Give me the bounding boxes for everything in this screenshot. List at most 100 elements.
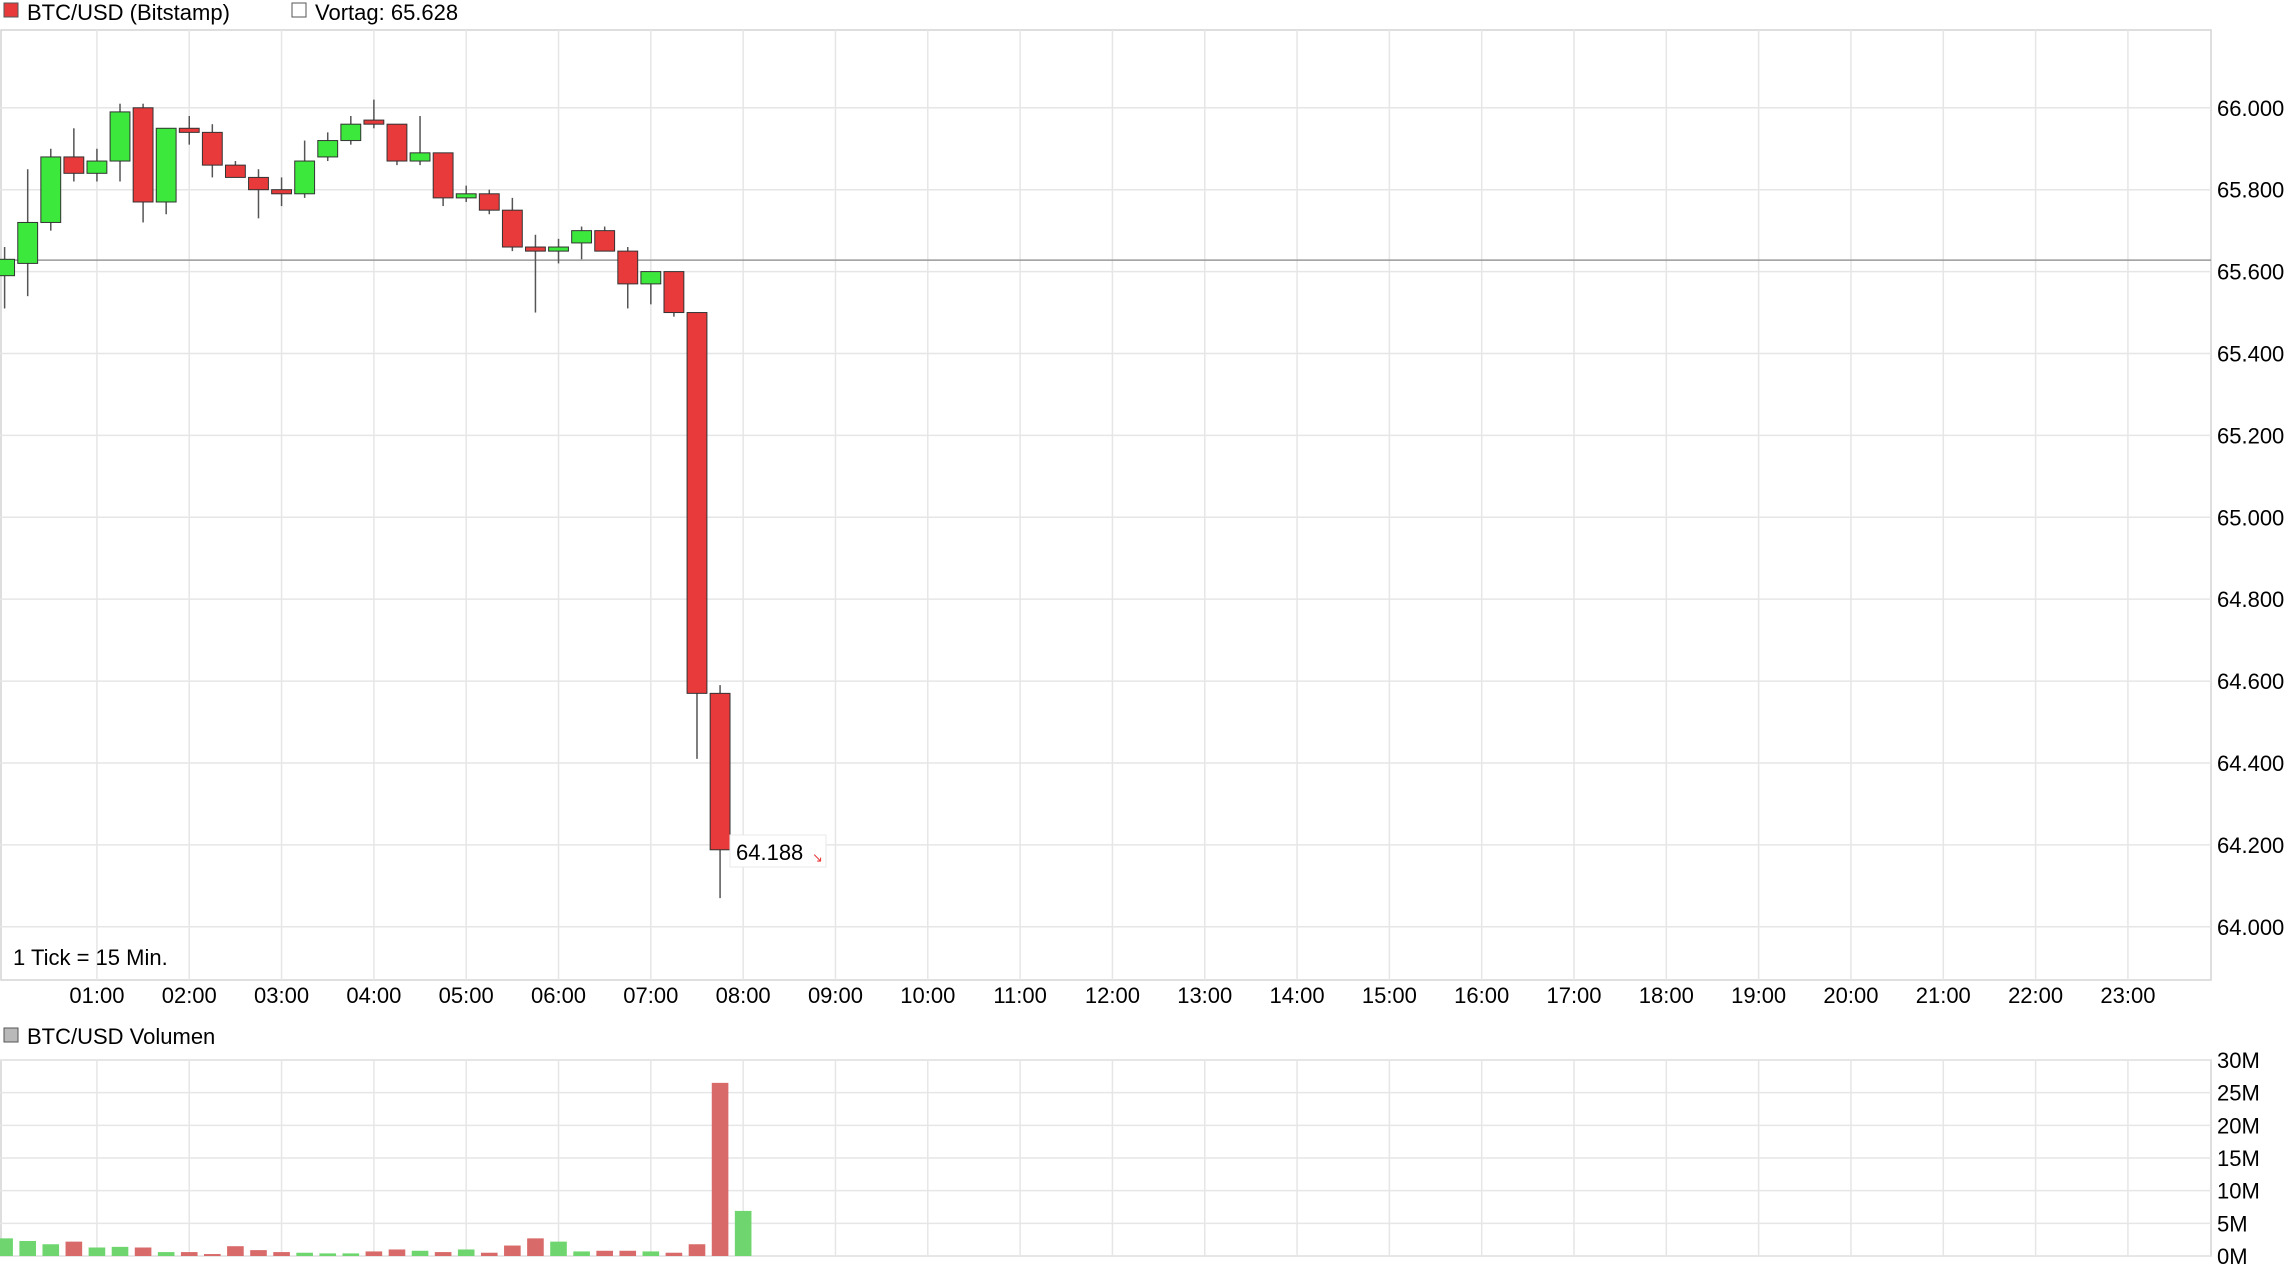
volume-bar	[457, 1249, 475, 1256]
volume-legend-label: BTC/USD Volumen	[27, 1024, 215, 1049]
candle-body	[155, 127, 177, 203]
series-legend-swatch	[3, 2, 19, 18]
candle-body	[617, 250, 639, 285]
candle	[17, 169, 39, 297]
volume-bar	[157, 1252, 175, 1256]
volume-bar	[527, 1238, 544, 1256]
candle-body	[109, 111, 131, 162]
candle-body	[501, 209, 523, 248]
candle-body	[571, 230, 593, 244]
volume-bar	[227, 1246, 244, 1256]
volume-y-tick-label: 15M	[2217, 1146, 2260, 1171]
y-tick-label: 65.400	[2217, 341, 2284, 366]
candle-body	[178, 127, 200, 133]
volume-bar	[619, 1250, 637, 1256]
x-tick-label: 21:00	[1916, 983, 1971, 1008]
volume-y-tick-label: 10M	[2217, 1179, 2260, 1204]
volume-bar	[688, 1244, 706, 1256]
candle	[40, 148, 62, 231]
x-tick-label: 20:00	[1823, 983, 1878, 1008]
candle	[178, 115, 200, 145]
volume-y-tick-label: 5M	[2217, 1211, 2248, 1236]
volume-bar	[273, 1252, 290, 1256]
volume-bar	[180, 1252, 198, 1256]
candle	[248, 169, 269, 219]
x-tick-label: 14:00	[1270, 983, 1325, 1008]
candle	[86, 148, 108, 182]
candle-body	[709, 692, 731, 851]
candle	[640, 271, 662, 305]
volume-bar	[504, 1245, 521, 1256]
tick-note: 1 Tick = 15 Min.	[13, 945, 168, 970]
x-tick-label: 05:00	[439, 983, 494, 1008]
candle-body	[548, 246, 569, 252]
candle	[709, 685, 731, 899]
candle-body	[409, 152, 431, 162]
prev-legend-label: Vortag: 65.628	[315, 0, 458, 25]
candle	[63, 128, 85, 182]
candle-body	[663, 271, 685, 314]
candle-body	[271, 189, 292, 195]
candle	[409, 115, 431, 166]
volume-bar	[665, 1252, 683, 1256]
volume-bar	[342, 1253, 360, 1256]
y-tick-label: 64.000	[2217, 915, 2284, 940]
volume-bar	[480, 1252, 498, 1256]
candle	[294, 140, 316, 198]
x-tick-label: 22:00	[2008, 983, 2063, 1008]
candle	[432, 152, 454, 207]
volume-bar	[19, 1240, 37, 1256]
candle	[363, 99, 385, 129]
time-x-axis: 01:00 02:00 03:00 04:00 05:00 06:00 07:00 08:00…	[69, 983, 2155, 1008]
candle	[271, 177, 292, 207]
y-tick-label: 64.200	[2217, 833, 2284, 858]
candle-body	[248, 176, 269, 191]
candle	[478, 189, 500, 215]
down-arrow-icon: ↘	[812, 850, 823, 865]
x-tick-label: 11:00	[993, 983, 1046, 1008]
volume-bar	[388, 1249, 406, 1256]
candle-body	[363, 119, 385, 125]
candle-body	[455, 193, 477, 199]
x-tick-label: 23:00	[2100, 983, 2155, 1008]
candle	[224, 161, 246, 178]
x-tick-label: 09:00	[808, 983, 863, 1008]
candle	[340, 115, 362, 145]
candle	[455, 185, 477, 202]
y-tick-label: 65.800	[2217, 178, 2284, 203]
volume-y-tick-label: 30M	[2217, 1048, 2260, 1073]
candle	[155, 127, 177, 215]
candle	[201, 124, 223, 178]
volume-bar	[642, 1251, 660, 1256]
candle-body	[525, 246, 546, 252]
y-tick-label: 65.200	[2217, 423, 2284, 448]
candle-body	[40, 156, 62, 223]
candle-body	[86, 160, 108, 174]
candle	[132, 103, 154, 223]
x-tick-label: 19:00	[1731, 983, 1786, 1008]
candle-body	[686, 312, 708, 694]
prev-legend-swatch	[291, 2, 307, 18]
candle	[617, 247, 639, 309]
volume-bar	[111, 1246, 129, 1256]
volume-bars	[0, 1082, 752, 1256]
volume-bar	[434, 1252, 452, 1256]
candle	[0, 247, 16, 309]
volume-bar	[596, 1250, 613, 1256]
candle-body	[594, 230, 616, 252]
series-legend-label: BTC/USD (Bitstamp)	[27, 0, 230, 25]
candle-body	[478, 193, 500, 211]
volume-bar	[296, 1252, 313, 1256]
candle-body	[432, 152, 454, 199]
volume-bar	[0, 1238, 13, 1256]
candle	[386, 123, 408, 166]
volume-bar	[573, 1251, 590, 1256]
x-tick-label: 02:00	[162, 983, 217, 1008]
x-tick-label: 15:00	[1362, 983, 1417, 1008]
candle	[686, 312, 708, 759]
candle	[663, 271, 685, 317]
x-tick-label: 03:00	[254, 983, 309, 1008]
candle-body	[224, 164, 246, 178]
volume-bar	[365, 1251, 383, 1256]
